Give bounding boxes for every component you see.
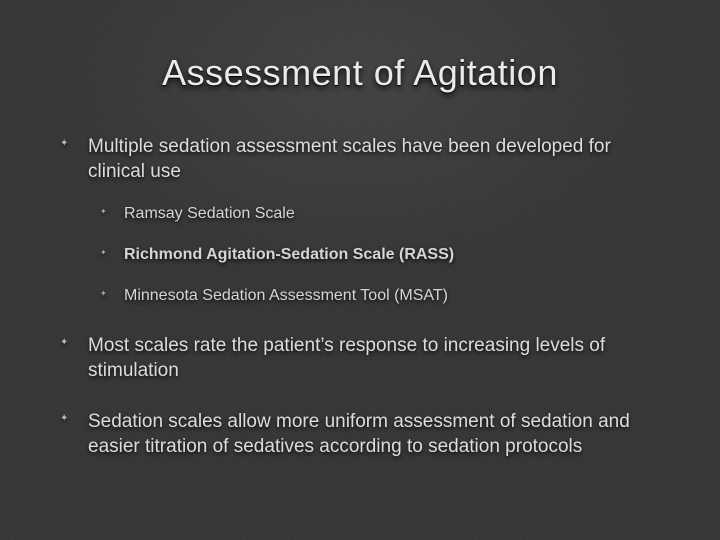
bullet-list-level2: Ramsay Sedation Scale Richmond Agitation… xyxy=(88,204,664,306)
list-item-text: Richmond Agitation-Sedation Scale (RASS) xyxy=(124,246,454,263)
list-item-text: Minnesota Sedation Assessment Tool (MSAT… xyxy=(124,287,448,304)
slide: Assessment of Agitation Multiple sedatio… xyxy=(0,0,720,540)
bullet-list-level1: Multiple sedation assessment scales have… xyxy=(56,134,664,459)
list-item-text: Sedation scales allow more uniform asses… xyxy=(88,411,630,457)
list-item-text: Multiple sedation assessment scales have… xyxy=(88,136,611,182)
list-item-text: Most scales rate the patient’s response … xyxy=(88,335,605,381)
list-item: Richmond Agitation-Sedation Scale (RASS) xyxy=(122,245,664,266)
list-item: Most scales rate the patient’s response … xyxy=(84,333,664,383)
list-item-text: Ramsay Sedation Scale xyxy=(124,205,295,222)
list-item: Multiple sedation assessment scales have… xyxy=(84,134,664,307)
list-item: Minnesota Sedation Assessment Tool (MSAT… xyxy=(122,286,664,307)
list-item: Ramsay Sedation Scale xyxy=(122,204,664,225)
slide-title: Assessment of Agitation xyxy=(56,52,664,94)
list-item: Sedation scales allow more uniform asses… xyxy=(84,409,664,459)
